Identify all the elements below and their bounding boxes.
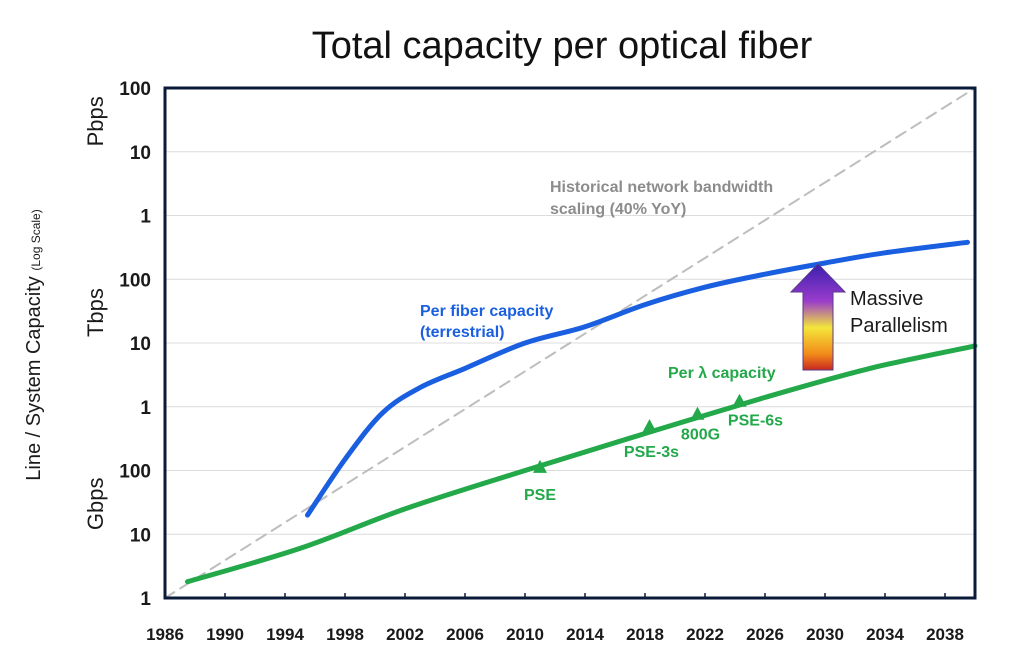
y-tick-label: 100 <box>119 79 151 100</box>
x-tick-label: 1986 <box>146 625 184 644</box>
series-line-0 <box>164 87 976 599</box>
plot-frame <box>163 86 977 600</box>
annotation-historical-1: Historical network bandwidth <box>550 179 773 196</box>
x-tick-label: 2026 <box>746 625 784 644</box>
unit-label: Pbps <box>83 96 108 146</box>
parallelism-arrow <box>789 263 847 371</box>
data-series <box>164 87 978 599</box>
annotation-parallel-2: Parallelism <box>850 315 948 337</box>
x-tick-label: 2014 <box>566 625 604 644</box>
x-tick-label: 1994 <box>266 625 304 644</box>
chart-title: Total capacity per optical fiber <box>312 25 813 67</box>
annotation-fiber-1: Per fiber capacity <box>420 303 554 320</box>
y-tick-label: 1 <box>140 207 151 228</box>
y-tick-label: 10 <box>130 143 151 164</box>
milestone-label: 800G <box>681 427 720 444</box>
y-tick-label: 1 <box>140 398 151 419</box>
y-tick-label: 1 <box>140 589 151 610</box>
milestone-marker <box>690 406 705 420</box>
milestone-marker <box>732 393 747 407</box>
x-tick-label: 1990 <box>206 625 244 644</box>
grid-lines <box>165 151 975 535</box>
annotation-fiber-2: (terrestrial) <box>420 324 504 341</box>
y-tick-label: 10 <box>130 334 151 355</box>
y-axis-label: Line / System Capacity (Log Scale) <box>23 209 45 480</box>
x-tick-label: 2034 <box>866 625 904 644</box>
x-tick-label: 2002 <box>386 625 424 644</box>
milestone-label: PSE <box>524 487 556 504</box>
x-tick-label: 2030 <box>806 625 844 644</box>
milestone-label: PSE-3s <box>624 444 679 461</box>
series-line-2 <box>185 343 978 585</box>
milestone-marker <box>533 459 547 473</box>
y-axis-label-note: (Log Scale) <box>29 209 43 270</box>
y-tick-label: 10 <box>130 525 151 546</box>
milestone-marker <box>642 419 657 433</box>
unit-label: Tbps <box>83 288 108 337</box>
annotation-lambda: Per λ capacity <box>668 365 776 382</box>
annotation-historical-2: scaling (40% YoY) <box>550 201 686 218</box>
x-tick-label: 2018 <box>626 625 664 644</box>
unit-label: Gbps <box>83 478 108 531</box>
y-axis-label-main: Line / System Capacity <box>23 276 45 481</box>
x-tick-label: 2006 <box>446 625 484 644</box>
unit-labels: Gbps Tbps Pbps <box>83 96 108 530</box>
x-tick-label: 2022 <box>686 625 724 644</box>
milestone-label: PSE-6s <box>728 413 783 430</box>
x-tick-label: 2010 <box>506 625 544 644</box>
y-tick-labels: 1 10 100 1 10 100 1 10 100 <box>119 79 151 610</box>
y-tick-label: 100 <box>119 270 151 291</box>
x-tick-label: 2038 <box>926 625 964 644</box>
series-line-1 <box>305 239 970 518</box>
x-tick-labels: 1986 1990 1994 1998 2002 2006 2010 2014 2018 2022… <box>146 593 964 644</box>
y-tick-label: 100 <box>119 462 151 483</box>
x-tick-label: 1998 <box>326 625 364 644</box>
annotation-parallel-1: Massive <box>850 288 923 310</box>
